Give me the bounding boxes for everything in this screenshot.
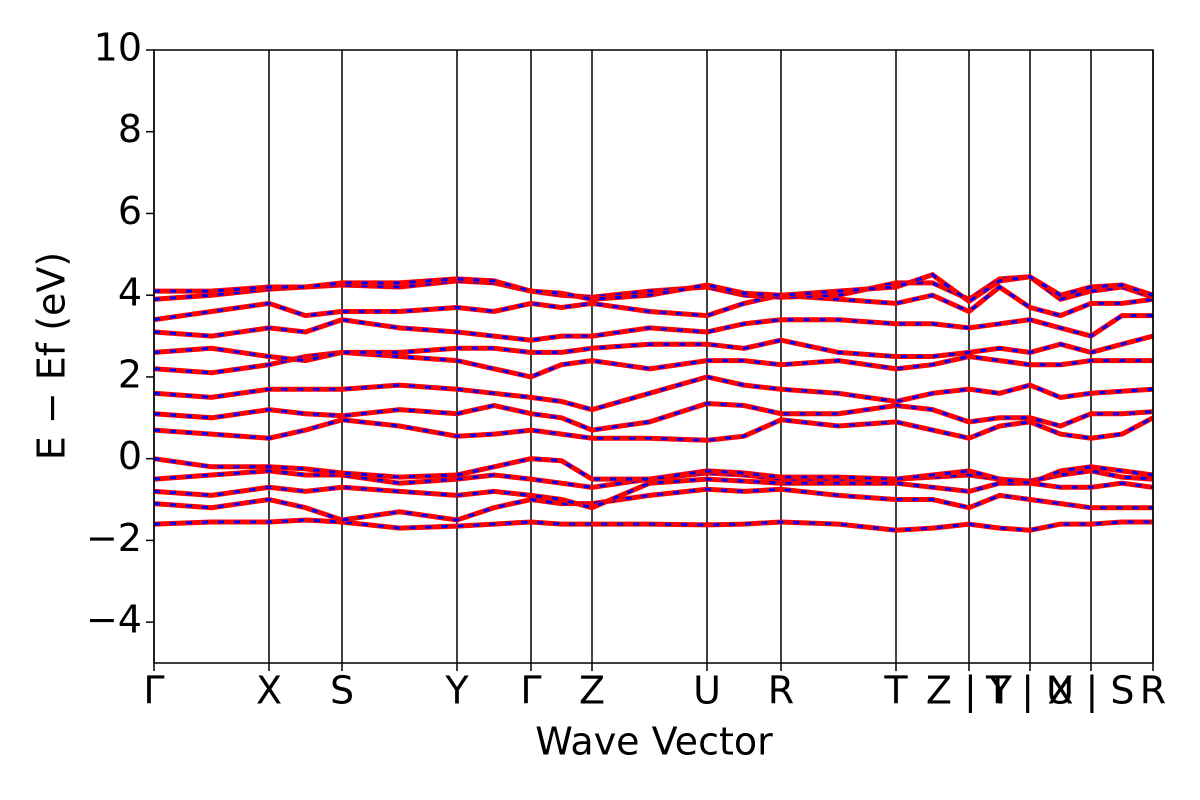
band-spin-up bbox=[153, 456, 1154, 486]
x-tick-label: Γ bbox=[520, 669, 541, 713]
band-spin-down bbox=[153, 350, 1153, 379]
band-spin-down bbox=[153, 314, 1153, 342]
y-tick-label: 6 bbox=[118, 189, 142, 233]
band-spin-up bbox=[153, 486, 1153, 523]
x-tick-label: U bbox=[693, 669, 721, 713]
y-tick-label: 2 bbox=[118, 352, 142, 396]
x-tick-label: Z bbox=[579, 669, 605, 713]
y-tick-label: 4 bbox=[118, 271, 142, 315]
band-spin-up bbox=[153, 374, 1154, 413]
band-spin-up bbox=[153, 283, 1154, 323]
band-spin-down bbox=[153, 334, 1154, 363]
y-tick-label: −4 bbox=[86, 598, 142, 642]
band-spin-up bbox=[153, 415, 1155, 443]
band-spin-up bbox=[153, 313, 1153, 343]
band-spin-down bbox=[153, 375, 1154, 412]
y-tick-label: 0 bbox=[118, 434, 142, 478]
band-spin-down bbox=[154, 273, 1154, 304]
x-tick-label: S bbox=[330, 669, 354, 713]
band-spin-down bbox=[153, 487, 1153, 522]
y-tick-label: 8 bbox=[118, 107, 142, 151]
y-tick-label: 10 bbox=[94, 26, 142, 70]
band-spin-up bbox=[153, 349, 1153, 380]
x-tick-label: Γ bbox=[143, 669, 164, 713]
x-tick-label: R bbox=[768, 669, 794, 713]
x-tick-label: T bbox=[883, 669, 908, 713]
x-tick-label: Z | Y bbox=[926, 669, 1013, 714]
y-tick-label: −2 bbox=[86, 516, 142, 560]
x-axis-label: Wave Vector bbox=[535, 720, 773, 764]
x-tick-label: X | S bbox=[1047, 669, 1134, 714]
x-tick-label: X bbox=[256, 669, 282, 713]
plot-frame bbox=[153, 49, 1154, 664]
x-tick-label: Y bbox=[444, 669, 469, 713]
band-spin-down bbox=[153, 518, 1153, 532]
y-axis-label: E − Ef (eV) bbox=[30, 252, 74, 461]
band-spin-down bbox=[153, 457, 1154, 485]
x-tick-label: R bbox=[1140, 669, 1166, 713]
band-spin-down bbox=[153, 477, 1154, 510]
x-tick-label: T | U bbox=[985, 669, 1074, 714]
band-spin-down bbox=[153, 401, 1154, 432]
